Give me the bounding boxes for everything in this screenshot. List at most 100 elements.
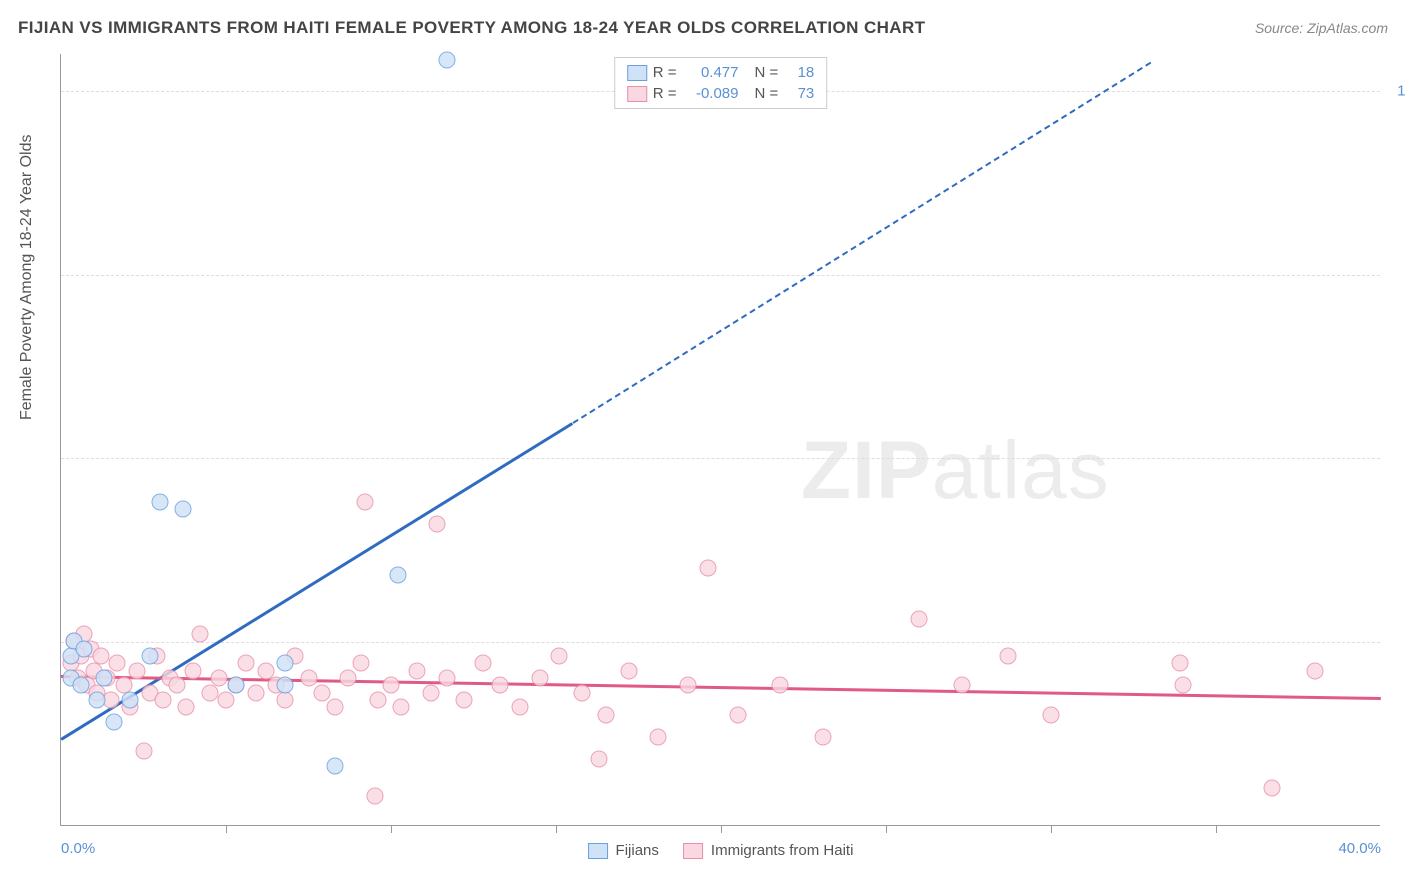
n-label: N = [755,85,779,102]
r-label: R = [653,85,677,102]
r-value: 0.477 [683,64,739,81]
data-point [109,655,126,672]
data-point [277,655,294,672]
data-point [353,655,370,672]
data-point [699,559,716,576]
y-tick-label: 25.0% [1388,634,1406,651]
x-tick [886,825,887,833]
x-tick [226,825,227,833]
data-point [389,567,406,584]
data-point [953,677,970,694]
trend-line-dashed [572,61,1151,423]
data-point [356,493,373,510]
data-point [392,699,409,716]
data-point [135,743,152,760]
data-point [475,655,492,672]
data-point [366,787,383,804]
correlation-legend: R = 0.477 N = 18 R = -0.089 N = 73 [614,57,828,109]
legend-swatch [588,843,608,859]
data-point [815,728,832,745]
data-point [1043,706,1060,723]
data-point [227,677,244,694]
data-point [1171,655,1188,672]
source-label: Source: ZipAtlas.com [1255,20,1388,36]
data-point [277,692,294,709]
data-point [122,692,139,709]
data-point [340,669,357,686]
data-point [439,52,456,69]
r-label: R = [653,64,677,81]
y-tick-label: 50.0% [1388,450,1406,467]
x-tick [391,825,392,833]
watermark: ZIPatlas [801,424,1110,518]
x-tick-label: 0.0% [61,840,95,857]
data-point [574,684,591,701]
y-tick-label: 75.0% [1388,266,1406,283]
n-value: 73 [784,85,814,102]
data-point [1175,677,1192,694]
data-point [680,677,697,694]
data-point [152,493,169,510]
data-point [95,669,112,686]
data-point [620,662,637,679]
data-point [211,669,228,686]
data-point [650,728,667,745]
data-point [142,647,159,664]
legend-item: Immigrants from Haiti [683,842,854,859]
data-point [105,714,122,731]
data-point [277,677,294,694]
data-point [89,692,106,709]
data-point [300,669,317,686]
data-point [92,647,109,664]
data-point [128,662,145,679]
data-point [1000,647,1017,664]
data-point [369,692,386,709]
data-point [1264,780,1281,797]
chart-plot-area: ZIPatlas 25.0%50.0%75.0%100.0%0.0%40.0%R… [60,54,1380,826]
x-tick [556,825,557,833]
data-point [1307,662,1324,679]
data-point [326,699,343,716]
data-point [511,699,528,716]
gridline [61,458,1380,459]
data-point [772,677,789,694]
gridline [61,642,1380,643]
legend-item: Fijians [588,842,659,859]
data-point [313,684,330,701]
data-point [491,677,508,694]
gridline [61,275,1380,276]
data-point [429,515,446,532]
series-legend: Fijians Immigrants from Haiti [588,842,854,859]
data-point [178,699,195,716]
data-point [597,706,614,723]
data-point [551,647,568,664]
chart-title: FIJIAN VS IMMIGRANTS FROM HAITI FEMALE P… [18,18,925,38]
x-tick [1216,825,1217,833]
data-point [175,500,192,517]
n-label: N = [755,64,779,81]
r-value: -0.089 [683,85,739,102]
data-point [531,669,548,686]
y-axis-label: Female Poverty Among 18-24 Year Olds [18,135,36,421]
data-point [326,758,343,775]
n-value: 18 [784,64,814,81]
legend-label: Immigrants from Haiti [711,842,854,859]
data-point [237,655,254,672]
data-point [409,662,426,679]
x-tick [1051,825,1052,833]
data-point [911,611,928,628]
legend-swatch [627,65,647,81]
data-point [155,692,172,709]
data-point [191,625,208,642]
legend-label: Fijians [616,842,659,859]
data-point [422,684,439,701]
data-point [201,684,218,701]
data-point [455,692,472,709]
data-point [72,677,89,694]
data-point [247,684,264,701]
data-point [76,640,93,657]
x-tick-label: 40.0% [1338,840,1381,857]
data-point [590,750,607,767]
data-point [218,692,235,709]
data-point [185,662,202,679]
